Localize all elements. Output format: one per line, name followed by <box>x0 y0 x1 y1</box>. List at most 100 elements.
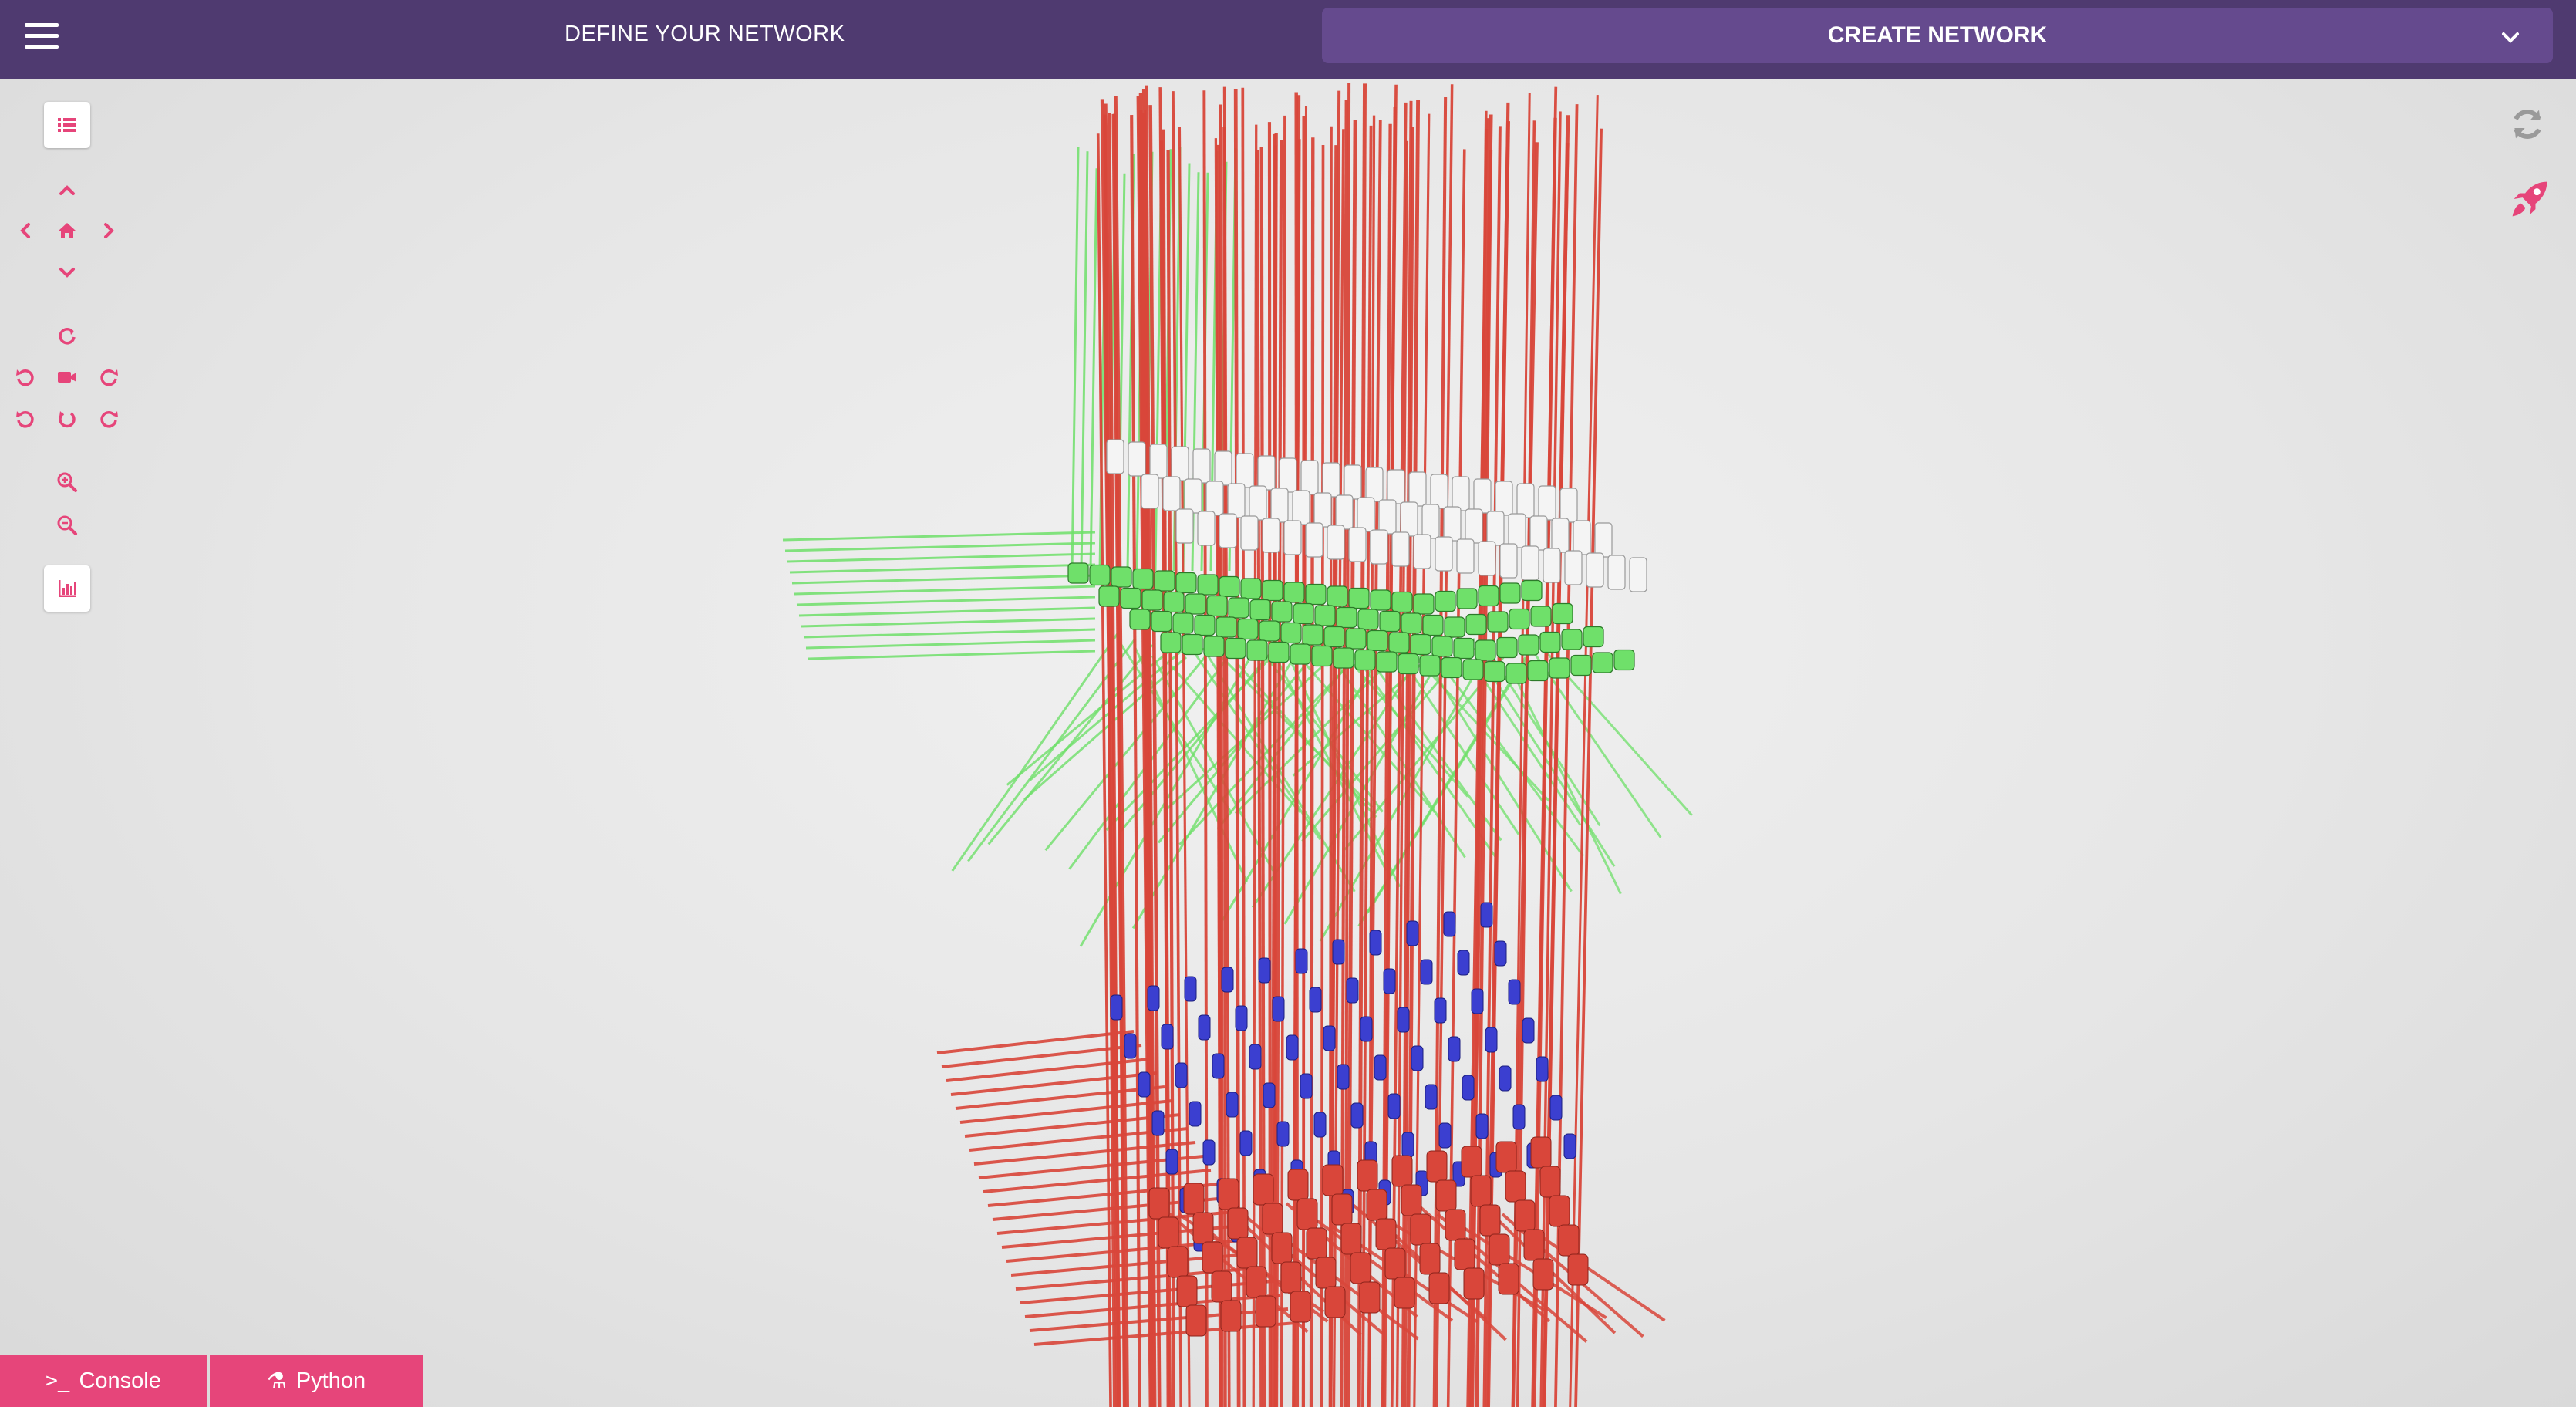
blue-cell <box>1387 1093 1401 1119</box>
bar-chart-icon[interactable] <box>44 565 90 612</box>
red-cell <box>1227 1207 1249 1240</box>
rotate-center-icon[interactable] <box>48 400 86 438</box>
network-3d-canvas[interactable] <box>0 79 2576 1407</box>
white-cell <box>1149 444 1168 479</box>
red-dendrite <box>1202 90 1209 1407</box>
red-dendrite <box>936 1030 1135 1054</box>
blue-cell <box>1438 1122 1452 1149</box>
white-cell <box>1322 462 1340 498</box>
blue-cell <box>1212 1053 1225 1079</box>
red-cell <box>1359 1281 1381 1314</box>
blue-cell <box>1221 967 1234 993</box>
green-cell <box>1219 575 1240 598</box>
green-cell <box>1067 562 1089 584</box>
green-axon <box>1164 650 1340 812</box>
blue-cell <box>1258 957 1271 984</box>
pan-down-icon[interactable] <box>48 253 86 292</box>
red-cell <box>1183 1183 1205 1215</box>
blue-cell <box>1563 1133 1576 1159</box>
red-dendrite <box>1361 125 1373 1407</box>
pan-right-icon[interactable] <box>89 211 128 250</box>
green-cell <box>1561 629 1583 650</box>
white-cell <box>1456 538 1475 574</box>
green-cell <box>1465 613 1487 636</box>
rotate-ccw-icon[interactable] <box>6 358 45 396</box>
green-cell <box>1552 602 1573 625</box>
blue-cell <box>1443 911 1456 937</box>
rotate-cw-icon[interactable] <box>89 358 128 396</box>
white-cell <box>1162 476 1181 511</box>
console-icon: >_ <box>46 1369 70 1392</box>
pan-up-icon[interactable] <box>48 171 86 210</box>
white-cell <box>1370 529 1388 565</box>
green-cell <box>1259 620 1280 642</box>
blue-cell <box>1110 994 1123 1021</box>
blue-cell <box>1485 1027 1498 1053</box>
menu-icon[interactable] <box>25 23 59 54</box>
white-cell <box>1400 501 1418 537</box>
green-cell <box>1357 609 1379 630</box>
blue-cell <box>1189 1101 1202 1127</box>
green-cell <box>1388 632 1410 653</box>
white-cell <box>1452 476 1470 511</box>
blue-cell <box>1161 1024 1174 1050</box>
green-cell <box>1314 605 1336 626</box>
rotate-reset-icon[interactable] <box>48 316 86 355</box>
red-dendrite <box>1252 124 1258 1407</box>
red-cell <box>1148 1187 1170 1220</box>
tab-console[interactable]: >_ Console <box>0 1355 207 1407</box>
green-cell <box>1539 631 1561 653</box>
green-cell <box>1290 643 1311 665</box>
blue-cell <box>1536 1056 1549 1082</box>
green-axon <box>789 563 1096 574</box>
red-cell <box>1454 1238 1475 1270</box>
green-cell <box>1111 566 1132 588</box>
blue-cell <box>1226 1092 1239 1118</box>
green-axon <box>782 531 1096 542</box>
white-cell <box>1283 520 1302 555</box>
red-cell <box>1366 1189 1387 1221</box>
list-icon[interactable] <box>44 102 90 148</box>
green-cell <box>1302 624 1323 646</box>
white-cell <box>1128 441 1146 477</box>
red-dendrite <box>1166 150 1175 1407</box>
tab-python[interactable]: ⚗ Python <box>210 1355 423 1407</box>
camera-icon[interactable] <box>48 358 86 396</box>
pan-left-icon[interactable] <box>6 211 45 250</box>
home-icon[interactable] <box>48 211 86 250</box>
zoom-out-icon[interactable] <box>48 506 86 545</box>
white-cell <box>1348 527 1367 562</box>
green-cell <box>1182 633 1203 656</box>
red-dendrite <box>1103 103 1121 1407</box>
green-axon <box>951 632 1120 872</box>
green-cell <box>1194 614 1216 636</box>
green-axon <box>803 628 1096 639</box>
white-cell <box>1171 446 1189 481</box>
red-cell <box>1236 1237 1258 1269</box>
zoom-in-icon[interactable] <box>48 463 86 501</box>
rotate-cw-2-icon[interactable] <box>89 400 128 438</box>
blue-cell <box>1512 1104 1526 1130</box>
blue-cell <box>1249 1044 1262 1070</box>
rocket-icon[interactable] <box>2508 177 2551 221</box>
green-cell <box>1249 599 1271 621</box>
red-cell <box>1246 1266 1267 1298</box>
green-cell <box>1521 579 1543 602</box>
create-network-panel[interactable]: CREATE NETWORK <box>1322 8 2553 63</box>
blue-cell <box>1411 1045 1424 1071</box>
green-cell <box>1484 660 1505 683</box>
red-cell <box>1479 1204 1501 1237</box>
white-cell <box>1300 460 1319 495</box>
refresh-icon[interactable] <box>2508 105 2547 143</box>
green-cell <box>1592 652 1613 673</box>
page-title: DEFINE YOUR NETWORK <box>565 22 845 46</box>
green-cell <box>1391 591 1413 613</box>
white-cell <box>1378 499 1397 535</box>
rotate-ccw-2-icon[interactable] <box>6 400 45 438</box>
red-cell <box>1558 1224 1580 1257</box>
red-cell <box>1192 1212 1214 1244</box>
white-cell <box>1344 464 1362 500</box>
green-axon <box>1178 656 1357 845</box>
chevron-down-icon[interactable] <box>2499 26 2522 49</box>
blue-cell <box>1508 979 1521 1005</box>
